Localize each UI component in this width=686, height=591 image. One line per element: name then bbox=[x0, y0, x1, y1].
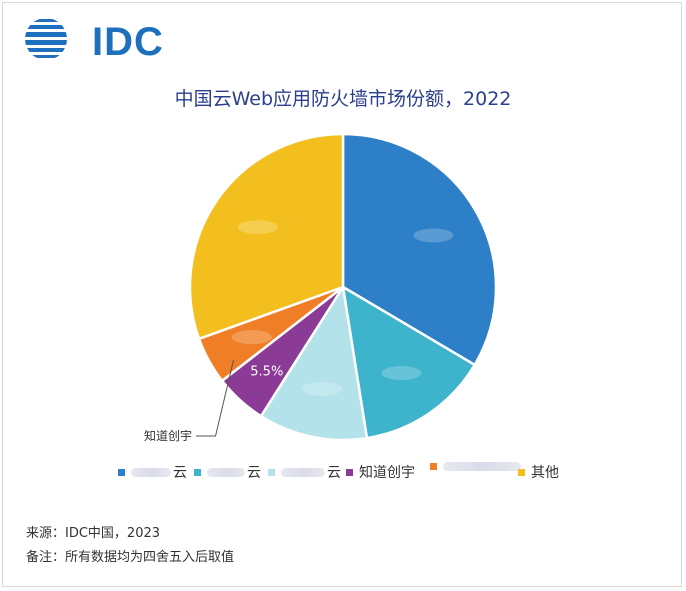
pie-slice bbox=[341, 284, 477, 440]
pie-slice bbox=[341, 132, 498, 367]
legend-item bbox=[430, 462, 523, 471]
legend-swatch bbox=[194, 468, 201, 476]
legend-item: 知道创宇 bbox=[346, 462, 415, 482]
rounding-note: 备注：所有数据均为四舍五入后取值 bbox=[26, 550, 235, 565]
redacted-label bbox=[281, 467, 325, 477]
slice-data-label: 5.5% bbox=[250, 365, 283, 380]
legend-swatch bbox=[268, 468, 275, 476]
redacted-value-label bbox=[413, 228, 454, 243]
globe-icon bbox=[25, 19, 67, 58]
chart-title: 中国云Web应用防火墙市场份额，2022 bbox=[174, 88, 512, 110]
logo-text: IDC bbox=[92, 20, 164, 64]
legend-swatch bbox=[430, 463, 437, 470]
callout-label: 知道创宇 bbox=[144, 429, 192, 443]
redacted-value-label bbox=[231, 330, 272, 345]
redacted-label bbox=[207, 467, 245, 477]
legend-swatch bbox=[346, 468, 353, 476]
legend-item: 其他 bbox=[518, 462, 559, 482]
redacted-value-label bbox=[237, 220, 278, 235]
redacted-label bbox=[443, 462, 521, 471]
legend-item: 云 bbox=[194, 462, 261, 482]
legend-label: 云 bbox=[247, 465, 261, 481]
legend-item: 云 bbox=[268, 462, 341, 482]
pie-slice bbox=[188, 132, 345, 341]
legend-label: 其他 bbox=[531, 465, 559, 481]
redacted-value-label bbox=[301, 381, 342, 396]
legend-label: 知道创宇 bbox=[359, 465, 415, 481]
idc-logo: IDC bbox=[22, 14, 164, 64]
legend-swatch bbox=[118, 468, 125, 476]
legend-label: 云 bbox=[327, 465, 341, 481]
legend-label: 云 bbox=[173, 465, 187, 481]
legend: 云 云 云 知道创宇 其他 bbox=[118, 462, 638, 486]
pie-slice bbox=[259, 283, 369, 442]
callout-line bbox=[196, 359, 235, 437]
legend-swatch bbox=[518, 468, 525, 476]
redacted-value-label bbox=[381, 366, 422, 381]
legend-item: 云 bbox=[118, 462, 187, 482]
source-note: 来源：IDC中国，2023 bbox=[26, 526, 161, 541]
redacted-label bbox=[131, 467, 171, 477]
